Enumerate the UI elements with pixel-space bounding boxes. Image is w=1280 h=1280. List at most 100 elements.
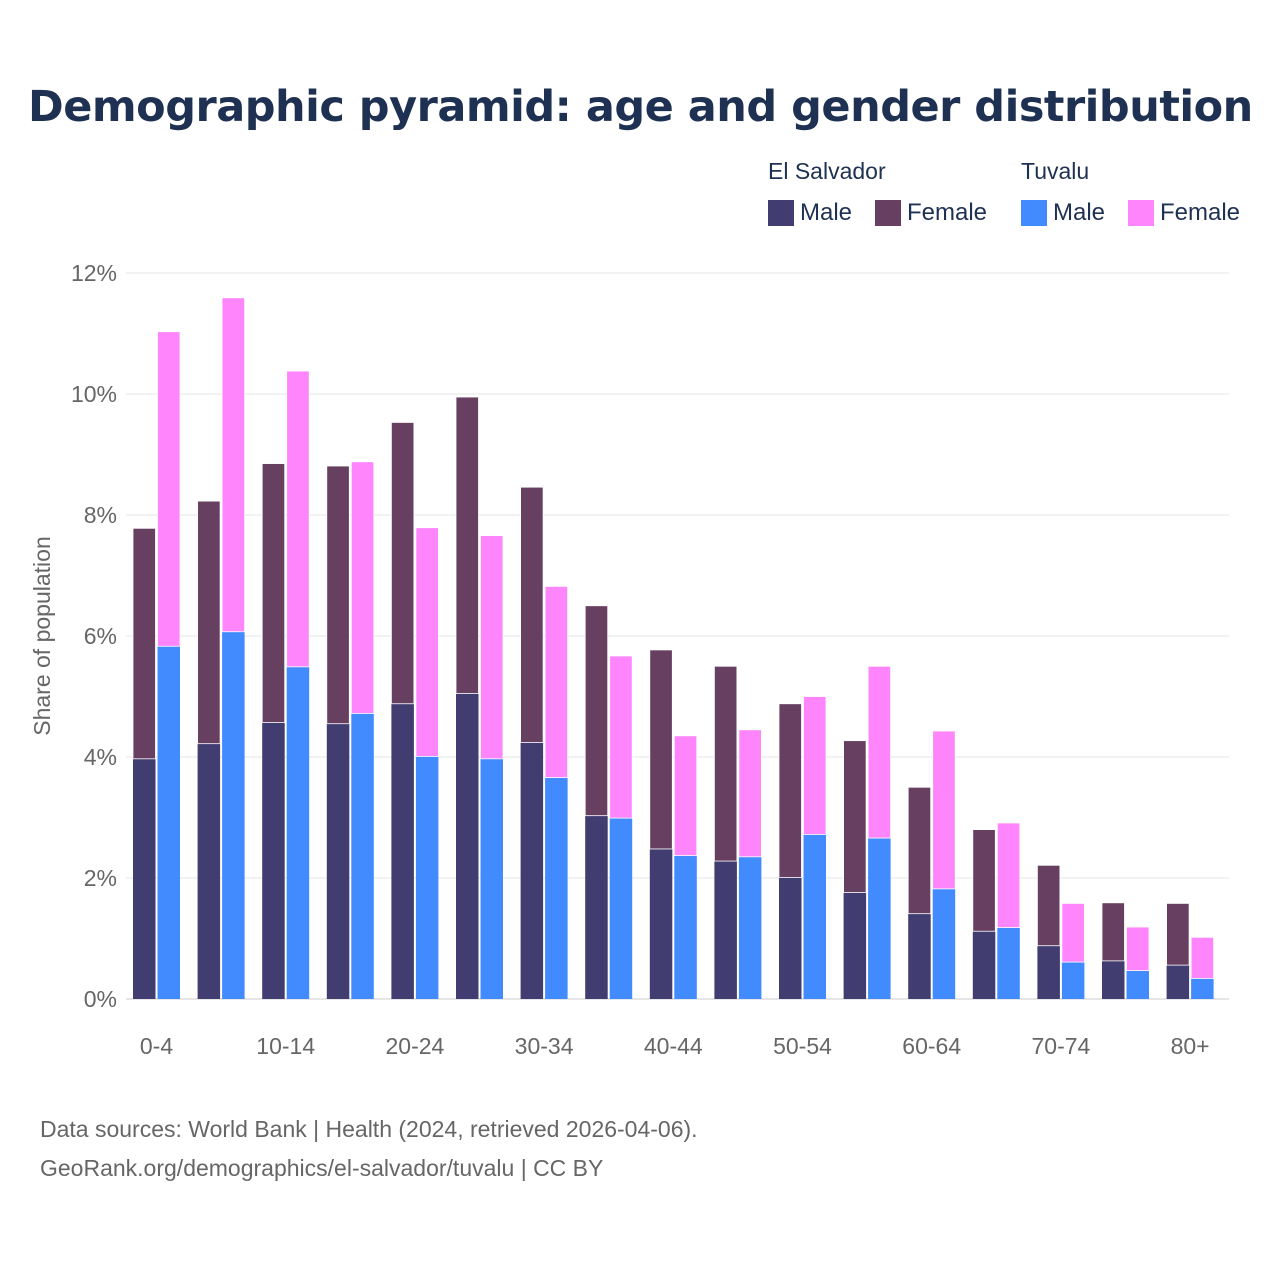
bar-tuvalu-male[interactable]	[480, 758, 504, 999]
bar-tuvalu-female[interactable]	[803, 696, 827, 835]
bar-tuvalu-female[interactable]	[350, 461, 375, 714]
bar-tuvalu-female[interactable]	[932, 730, 956, 890]
bar-el-salvador-female[interactable]	[1166, 903, 1190, 966]
bar-tuvalu-female[interactable]	[157, 331, 181, 647]
legend-group-el-salvador: El Salvador	[768, 158, 886, 184]
bar-tuvalu-female[interactable]	[738, 729, 762, 858]
x-tick-label: 40-44	[644, 1033, 703, 1059]
bar-tuvalu-female[interactable]	[1190, 936, 1214, 979]
x-tick-label: 20-24	[385, 1033, 444, 1059]
bar-el-salvador-male[interactable]	[1037, 945, 1060, 999]
bar-el-salvador-male[interactable]	[520, 742, 544, 999]
bar-el-salvador-male[interactable]	[908, 913, 931, 999]
bar-el-salvador-female[interactable]	[584, 605, 609, 817]
bar-tuvalu-male[interactable]	[932, 888, 956, 999]
bar-el-salvador-female[interactable]	[455, 396, 479, 694]
legend-label: Female	[907, 199, 988, 226]
bar-el-salvador-male[interactable]	[197, 743, 221, 999]
bar-tuvalu-male[interactable]	[674, 855, 697, 999]
bar-tuvalu-female[interactable]	[1126, 926, 1150, 971]
bar-tuvalu-male[interactable]	[415, 756, 439, 999]
bar-tuvalu-female[interactable]	[221, 297, 246, 633]
bar-tuvalu-female[interactable]	[286, 370, 310, 668]
bar-el-salvador-male[interactable]	[972, 931, 996, 999]
x-tick-label: 70-74	[1031, 1033, 1090, 1059]
bar-el-salvador-female[interactable]	[843, 740, 867, 893]
bar-tuvalu-male[interactable]	[997, 927, 1020, 999]
y-axis-ticks: 0% 2% 4% 6% 8% 10% 12%	[71, 260, 117, 1012]
bar-tuvalu-female[interactable]	[415, 527, 439, 757]
x-tick-label: 60-64	[902, 1033, 961, 1059]
x-tick-label: 80+	[1171, 1033, 1210, 1059]
y-tick-label: 4%	[84, 744, 117, 770]
legend-swatch	[1021, 200, 1047, 226]
bar-tuvalu-female[interactable]	[480, 535, 504, 760]
bars	[132, 297, 1214, 999]
legend-item-el-salvador-female[interactable]: Female	[875, 199, 987, 227]
bar-tuvalu-female[interactable]	[609, 655, 633, 819]
x-tick-label: 10-14	[256, 1033, 315, 1059]
legend-swatch	[768, 200, 794, 226]
bar-el-salvador-female[interactable]	[649, 649, 673, 850]
bar-el-salvador-female[interactable]	[326, 465, 350, 725]
bar-el-salvador-female[interactable]	[972, 829, 996, 932]
legend-item-el-salvador-male[interactable]: Male	[768, 199, 852, 227]
legend-group-tuvalu: Tuvalu	[1021, 158, 1090, 184]
bar-el-salvador-female[interactable]	[714, 665, 738, 862]
bar-tuvalu-male[interactable]	[738, 856, 762, 999]
bar-el-salvador-male[interactable]	[585, 815, 608, 999]
bar-el-salvador-male[interactable]	[649, 848, 673, 999]
bar-tuvalu-male[interactable]	[351, 713, 374, 999]
bar-tuvalu-male[interactable]	[1191, 978, 1214, 999]
bar-el-salvador-male[interactable]	[262, 722, 285, 999]
bar-tuvalu-male[interactable]	[222, 631, 245, 999]
bar-el-salvador-male[interactable]	[714, 861, 737, 999]
legend-label: Female	[1160, 199, 1241, 226]
y-tick-label: 6%	[84, 623, 117, 649]
bar-el-salvador-male[interactable]	[326, 723, 350, 999]
chart-title: Demographic pyramid: age and gender dist…	[28, 82, 1253, 132]
legend-swatch	[1128, 200, 1154, 226]
y-tick-label: 0%	[84, 986, 117, 1012]
legend-swatch	[875, 200, 901, 226]
y-tick-label: 10%	[71, 381, 117, 407]
bar-el-salvador-male[interactable]	[1166, 965, 1190, 999]
bar-tuvalu-female[interactable]	[544, 585, 568, 778]
population-chart: 0% 2% 4% 6% 8% 10% 12% 0-4 10-14 20-24 30-34 40-44…	[29, 260, 1229, 1059]
bar-tuvalu-male[interactable]	[1061, 962, 1085, 999]
bar-el-salvador-female[interactable]	[132, 527, 156, 760]
bar-tuvalu-male[interactable]	[609, 818, 633, 999]
bar-el-salvador-female[interactable]	[1037, 864, 1061, 947]
bar-el-salvador-female[interactable]	[197, 500, 221, 745]
bar-tuvalu-female[interactable]	[1061, 903, 1085, 963]
bar-tuvalu-male[interactable]	[286, 666, 310, 999]
bar-el-salvador-male[interactable]	[456, 693, 479, 999]
legend-item-tuvalu-female[interactable]: Female	[1128, 199, 1240, 227]
bar-tuvalu-female[interactable]	[867, 665, 891, 839]
bar-el-salvador-male[interactable]	[391, 703, 414, 999]
bar-el-salvador-male[interactable]	[1102, 960, 1125, 999]
bar-tuvalu-male[interactable]	[868, 838, 891, 999]
bar-el-salvador-male[interactable]	[133, 758, 156, 999]
bar-el-salvador-male[interactable]	[843, 892, 867, 999]
bar-tuvalu-male[interactable]	[803, 834, 827, 999]
legend-label: Male	[1053, 199, 1106, 226]
y-tick-label: 2%	[84, 865, 117, 891]
bar-el-salvador-female[interactable]	[261, 463, 286, 723]
x-axis-ticks: 0-4 10-14 20-24 30-34 40-44 50-54 60-64 70-74 80…	[140, 1033, 1210, 1059]
bar-tuvalu-male[interactable]	[157, 646, 181, 999]
y-tick-label: 8%	[84, 502, 117, 528]
x-tick-label: 50-54	[773, 1033, 832, 1059]
bar-tuvalu-female[interactable]	[996, 822, 1021, 929]
bar-el-salvador-female[interactable]	[390, 422, 415, 705]
bar-tuvalu-male[interactable]	[545, 777, 568, 999]
legend-item-tuvalu-male[interactable]: Male	[1021, 199, 1105, 227]
bar-tuvalu-male[interactable]	[1126, 970, 1150, 999]
bar-el-salvador-female[interactable]	[907, 786, 932, 915]
bar-el-salvador-female[interactable]	[1101, 902, 1125, 962]
bar-el-salvador-female[interactable]	[520, 486, 544, 743]
bar-el-salvador-male[interactable]	[779, 877, 802, 999]
y-axis-label: Share of population	[29, 536, 55, 736]
bar-el-salvador-female[interactable]	[778, 703, 802, 878]
bar-tuvalu-female[interactable]	[673, 735, 698, 857]
